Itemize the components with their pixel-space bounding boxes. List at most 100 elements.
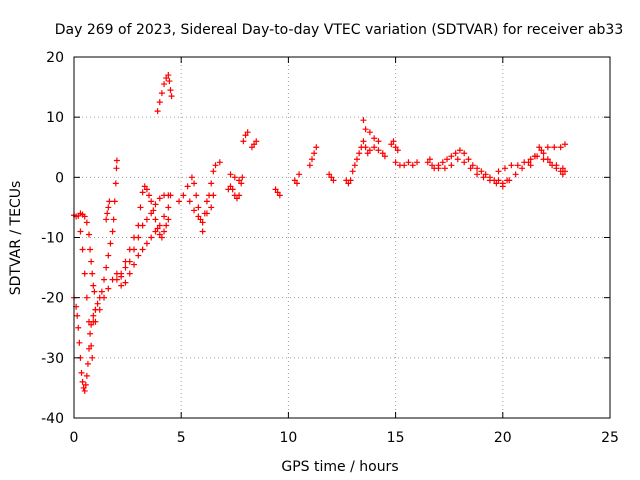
data-point xyxy=(371,144,378,151)
series-track-a xyxy=(71,210,98,295)
data-point xyxy=(146,192,153,199)
data-point xyxy=(80,384,87,391)
data-point xyxy=(118,270,125,277)
data-point xyxy=(414,159,421,166)
series-track-t xyxy=(351,117,388,169)
data-point xyxy=(118,282,125,289)
data-point xyxy=(83,372,90,379)
data-point xyxy=(131,234,138,241)
data-point xyxy=(101,294,108,301)
data-point xyxy=(354,156,361,163)
data-point xyxy=(236,177,243,184)
data-point xyxy=(493,180,500,187)
x-tick-label: 15 xyxy=(387,430,405,446)
data-point xyxy=(113,165,120,172)
data-point xyxy=(195,213,202,220)
data-point xyxy=(549,162,556,169)
data-point xyxy=(86,345,93,352)
data-point xyxy=(141,183,148,190)
data-point xyxy=(156,231,163,238)
data-point xyxy=(143,186,150,193)
data-point xyxy=(212,162,219,169)
data-point xyxy=(81,270,88,277)
data-point xyxy=(176,198,183,205)
data-point xyxy=(156,222,163,229)
data-point xyxy=(105,285,112,292)
data-point xyxy=(197,216,204,223)
data-point xyxy=(167,192,174,199)
data-point xyxy=(186,198,193,205)
data-point xyxy=(240,138,247,145)
series-track-l xyxy=(225,129,251,202)
data-point xyxy=(551,144,558,151)
data-point xyxy=(439,159,446,166)
data-point xyxy=(165,204,172,211)
data-point xyxy=(104,210,111,217)
data-point xyxy=(110,216,117,223)
data-point xyxy=(154,225,161,232)
data-point xyxy=(444,156,451,163)
data-point xyxy=(87,246,94,253)
data-point xyxy=(486,177,493,184)
y-tick-label: 20 xyxy=(46,50,64,66)
data-point xyxy=(161,213,168,220)
data-point xyxy=(351,162,358,169)
data-point xyxy=(375,147,382,154)
y-tick-label: -40 xyxy=(41,411,64,427)
data-point xyxy=(135,222,142,229)
data-point xyxy=(154,108,161,115)
data-point xyxy=(77,228,84,235)
y-axis-label: SDTVAR / TECUs xyxy=(8,181,24,296)
data-point xyxy=(313,144,320,151)
data-point xyxy=(467,165,474,172)
data-point xyxy=(210,192,217,199)
data-point xyxy=(474,165,481,172)
data-point xyxy=(521,159,528,166)
data-point xyxy=(328,174,335,181)
data-point xyxy=(199,228,206,235)
data-point xyxy=(81,213,88,220)
data-point xyxy=(148,210,155,217)
data-point xyxy=(126,246,133,253)
data-point xyxy=(366,147,373,154)
x-tick-label: 0 xyxy=(70,430,79,446)
series-track-h xyxy=(118,192,174,289)
data-point xyxy=(75,324,82,331)
x-tick-label: 10 xyxy=(279,430,297,446)
data-point xyxy=(546,159,553,166)
data-point xyxy=(82,381,89,388)
data-point xyxy=(392,159,399,166)
data-point xyxy=(233,195,240,202)
data-point xyxy=(167,87,174,94)
data-point xyxy=(111,198,118,205)
data-point xyxy=(81,387,88,394)
data-point xyxy=(210,168,217,175)
data-point xyxy=(203,198,210,205)
data-point xyxy=(448,153,455,160)
data-points xyxy=(71,72,568,394)
y-tick-label: -10 xyxy=(41,231,64,247)
data-point xyxy=(168,93,175,100)
data-point xyxy=(452,150,459,157)
data-point xyxy=(166,78,173,85)
data-point xyxy=(508,162,515,169)
data-point xyxy=(469,162,476,169)
data-point xyxy=(454,156,461,163)
data-point xyxy=(229,186,236,193)
data-point xyxy=(165,216,172,223)
data-point xyxy=(251,141,258,148)
data-point xyxy=(311,150,318,157)
y-tick-label: 0 xyxy=(55,170,64,186)
data-point xyxy=(544,156,551,163)
data-point xyxy=(465,156,472,163)
data-point xyxy=(495,168,502,175)
data-point xyxy=(441,165,448,172)
data-point xyxy=(371,135,378,142)
data-point xyxy=(360,117,367,124)
data-point xyxy=(512,171,519,178)
data-point xyxy=(216,159,223,166)
series-track-y xyxy=(527,144,566,178)
data-point xyxy=(158,90,165,97)
data-point xyxy=(362,144,369,151)
